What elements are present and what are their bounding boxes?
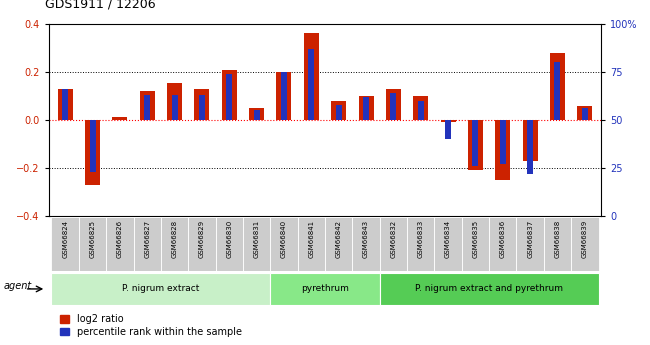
Text: GSM66826: GSM66826 bbox=[117, 220, 123, 258]
Bar bbox=[468, 120, 483, 170]
Bar bbox=[386, 89, 401, 120]
Bar bbox=[194, 89, 209, 120]
Text: GSM66829: GSM66829 bbox=[199, 220, 205, 258]
Bar bbox=[249, 108, 264, 120]
Bar bbox=[517, 217, 544, 271]
Bar bbox=[308, 49, 315, 120]
Bar bbox=[133, 217, 161, 271]
Bar bbox=[582, 108, 588, 120]
Bar bbox=[216, 217, 243, 271]
Bar bbox=[523, 120, 538, 160]
Bar bbox=[270, 217, 298, 271]
Bar bbox=[495, 120, 510, 180]
Text: GSM66834: GSM66834 bbox=[445, 220, 451, 258]
Bar bbox=[359, 96, 374, 120]
Bar bbox=[62, 89, 68, 120]
Bar bbox=[462, 217, 489, 271]
Bar bbox=[188, 217, 216, 271]
Bar bbox=[144, 95, 150, 120]
Bar bbox=[380, 273, 599, 305]
Bar bbox=[550, 53, 565, 120]
Text: GSM66835: GSM66835 bbox=[473, 220, 478, 258]
Text: agent: agent bbox=[3, 281, 31, 290]
Bar bbox=[473, 120, 478, 166]
Bar bbox=[413, 96, 428, 120]
Bar bbox=[380, 217, 407, 271]
Text: GSM66842: GSM66842 bbox=[335, 220, 342, 258]
Bar bbox=[199, 95, 205, 120]
Bar bbox=[161, 217, 188, 271]
Text: GSM66828: GSM66828 bbox=[172, 220, 177, 258]
Bar bbox=[90, 120, 96, 171]
Text: GSM66827: GSM66827 bbox=[144, 220, 150, 258]
Text: GSM66843: GSM66843 bbox=[363, 220, 369, 258]
Bar bbox=[445, 120, 451, 139]
Text: GSM66833: GSM66833 bbox=[418, 220, 424, 258]
Bar bbox=[391, 93, 396, 120]
Bar bbox=[58, 89, 73, 120]
Bar bbox=[167, 83, 182, 120]
Text: GSM66841: GSM66841 bbox=[308, 220, 315, 258]
Bar bbox=[85, 120, 100, 185]
Bar bbox=[243, 217, 270, 271]
Bar bbox=[325, 217, 352, 271]
Bar bbox=[554, 62, 560, 120]
Bar bbox=[51, 217, 79, 271]
Bar bbox=[407, 217, 434, 271]
Text: GSM66839: GSM66839 bbox=[582, 220, 588, 258]
Text: GSM66837: GSM66837 bbox=[527, 220, 533, 258]
Bar bbox=[571, 217, 599, 271]
Text: GSM66830: GSM66830 bbox=[226, 220, 232, 258]
Bar bbox=[441, 120, 456, 122]
Text: P. nigrum extract and pyrethrum: P. nigrum extract and pyrethrum bbox=[415, 284, 563, 294]
Text: pyrethrum: pyrethrum bbox=[301, 284, 349, 294]
Bar bbox=[79, 217, 106, 271]
Bar bbox=[363, 97, 369, 120]
Bar bbox=[106, 217, 133, 271]
Text: GSM66832: GSM66832 bbox=[391, 220, 396, 258]
Bar bbox=[489, 217, 517, 271]
Bar bbox=[418, 101, 424, 120]
Bar bbox=[172, 95, 177, 120]
Text: P. nigrum extract: P. nigrum extract bbox=[122, 284, 200, 294]
Bar bbox=[281, 72, 287, 120]
Bar bbox=[222, 70, 237, 120]
Bar bbox=[112, 118, 127, 120]
Bar bbox=[577, 106, 592, 120]
Bar bbox=[254, 110, 259, 120]
Legend: log2 ratio, percentile rank within the sample: log2 ratio, percentile rank within the s… bbox=[60, 314, 242, 337]
Bar bbox=[51, 273, 270, 305]
Text: GSM66836: GSM66836 bbox=[500, 220, 506, 258]
Text: GSM66824: GSM66824 bbox=[62, 220, 68, 258]
Bar bbox=[527, 120, 533, 174]
Bar bbox=[304, 32, 319, 120]
Text: GDS1911 / 12206: GDS1911 / 12206 bbox=[46, 0, 156, 10]
Bar bbox=[276, 72, 291, 120]
Text: GSM66838: GSM66838 bbox=[554, 220, 560, 258]
Bar bbox=[434, 217, 462, 271]
Text: GSM66825: GSM66825 bbox=[90, 220, 96, 258]
Bar bbox=[140, 91, 155, 120]
Bar bbox=[298, 217, 325, 271]
Bar bbox=[335, 105, 342, 120]
Text: GSM66840: GSM66840 bbox=[281, 220, 287, 258]
Bar bbox=[270, 273, 380, 305]
Bar bbox=[352, 217, 380, 271]
Bar bbox=[226, 74, 232, 120]
Bar bbox=[331, 101, 346, 120]
Text: GSM66831: GSM66831 bbox=[254, 220, 259, 258]
Bar bbox=[544, 217, 571, 271]
Bar bbox=[500, 120, 506, 164]
